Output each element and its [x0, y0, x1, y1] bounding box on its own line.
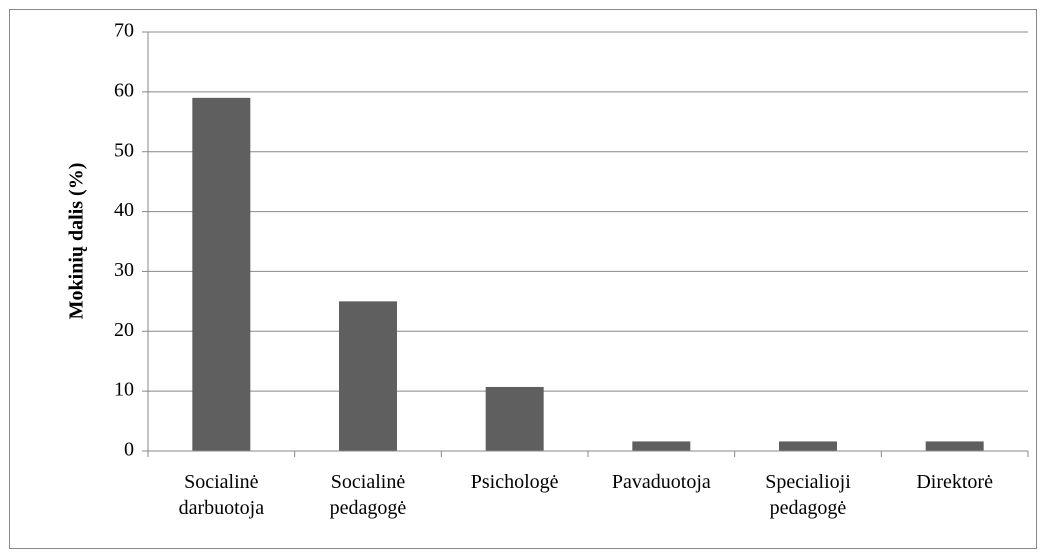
x-tick-label: Socialinė pedagogė	[329, 471, 407, 519]
bar	[632, 441, 691, 451]
x-tick-label: Pavaduotoja	[611, 471, 711, 493]
x-tick-label: Psichologė	[470, 471, 559, 493]
x-tick-label: Specialioji pedagogė	[765, 471, 851, 519]
y-tick-label: 0	[124, 439, 134, 461]
y-tick-label: 70	[114, 20, 134, 42]
bar	[925, 441, 984, 451]
x-tick-label: Direktorė	[916, 471, 993, 493]
y-tick-label: 20	[114, 319, 134, 341]
y-tick-label: 60	[114, 79, 134, 101]
x-tick-label: Socialinė darbuotoja	[178, 471, 265, 519]
y-tick-label: 40	[114, 199, 134, 221]
y-tick-label: 50	[114, 139, 134, 161]
bar	[779, 441, 837, 451]
y-axis-label: Mokinių dalis (%)	[66, 163, 88, 320]
bar	[339, 301, 397, 451]
bar	[485, 386, 544, 451]
y-tick-label: 10	[114, 379, 134, 401]
bar	[192, 97, 251, 451]
y-tick-label: 30	[114, 259, 134, 281]
chart-frame	[9, 9, 1037, 549]
